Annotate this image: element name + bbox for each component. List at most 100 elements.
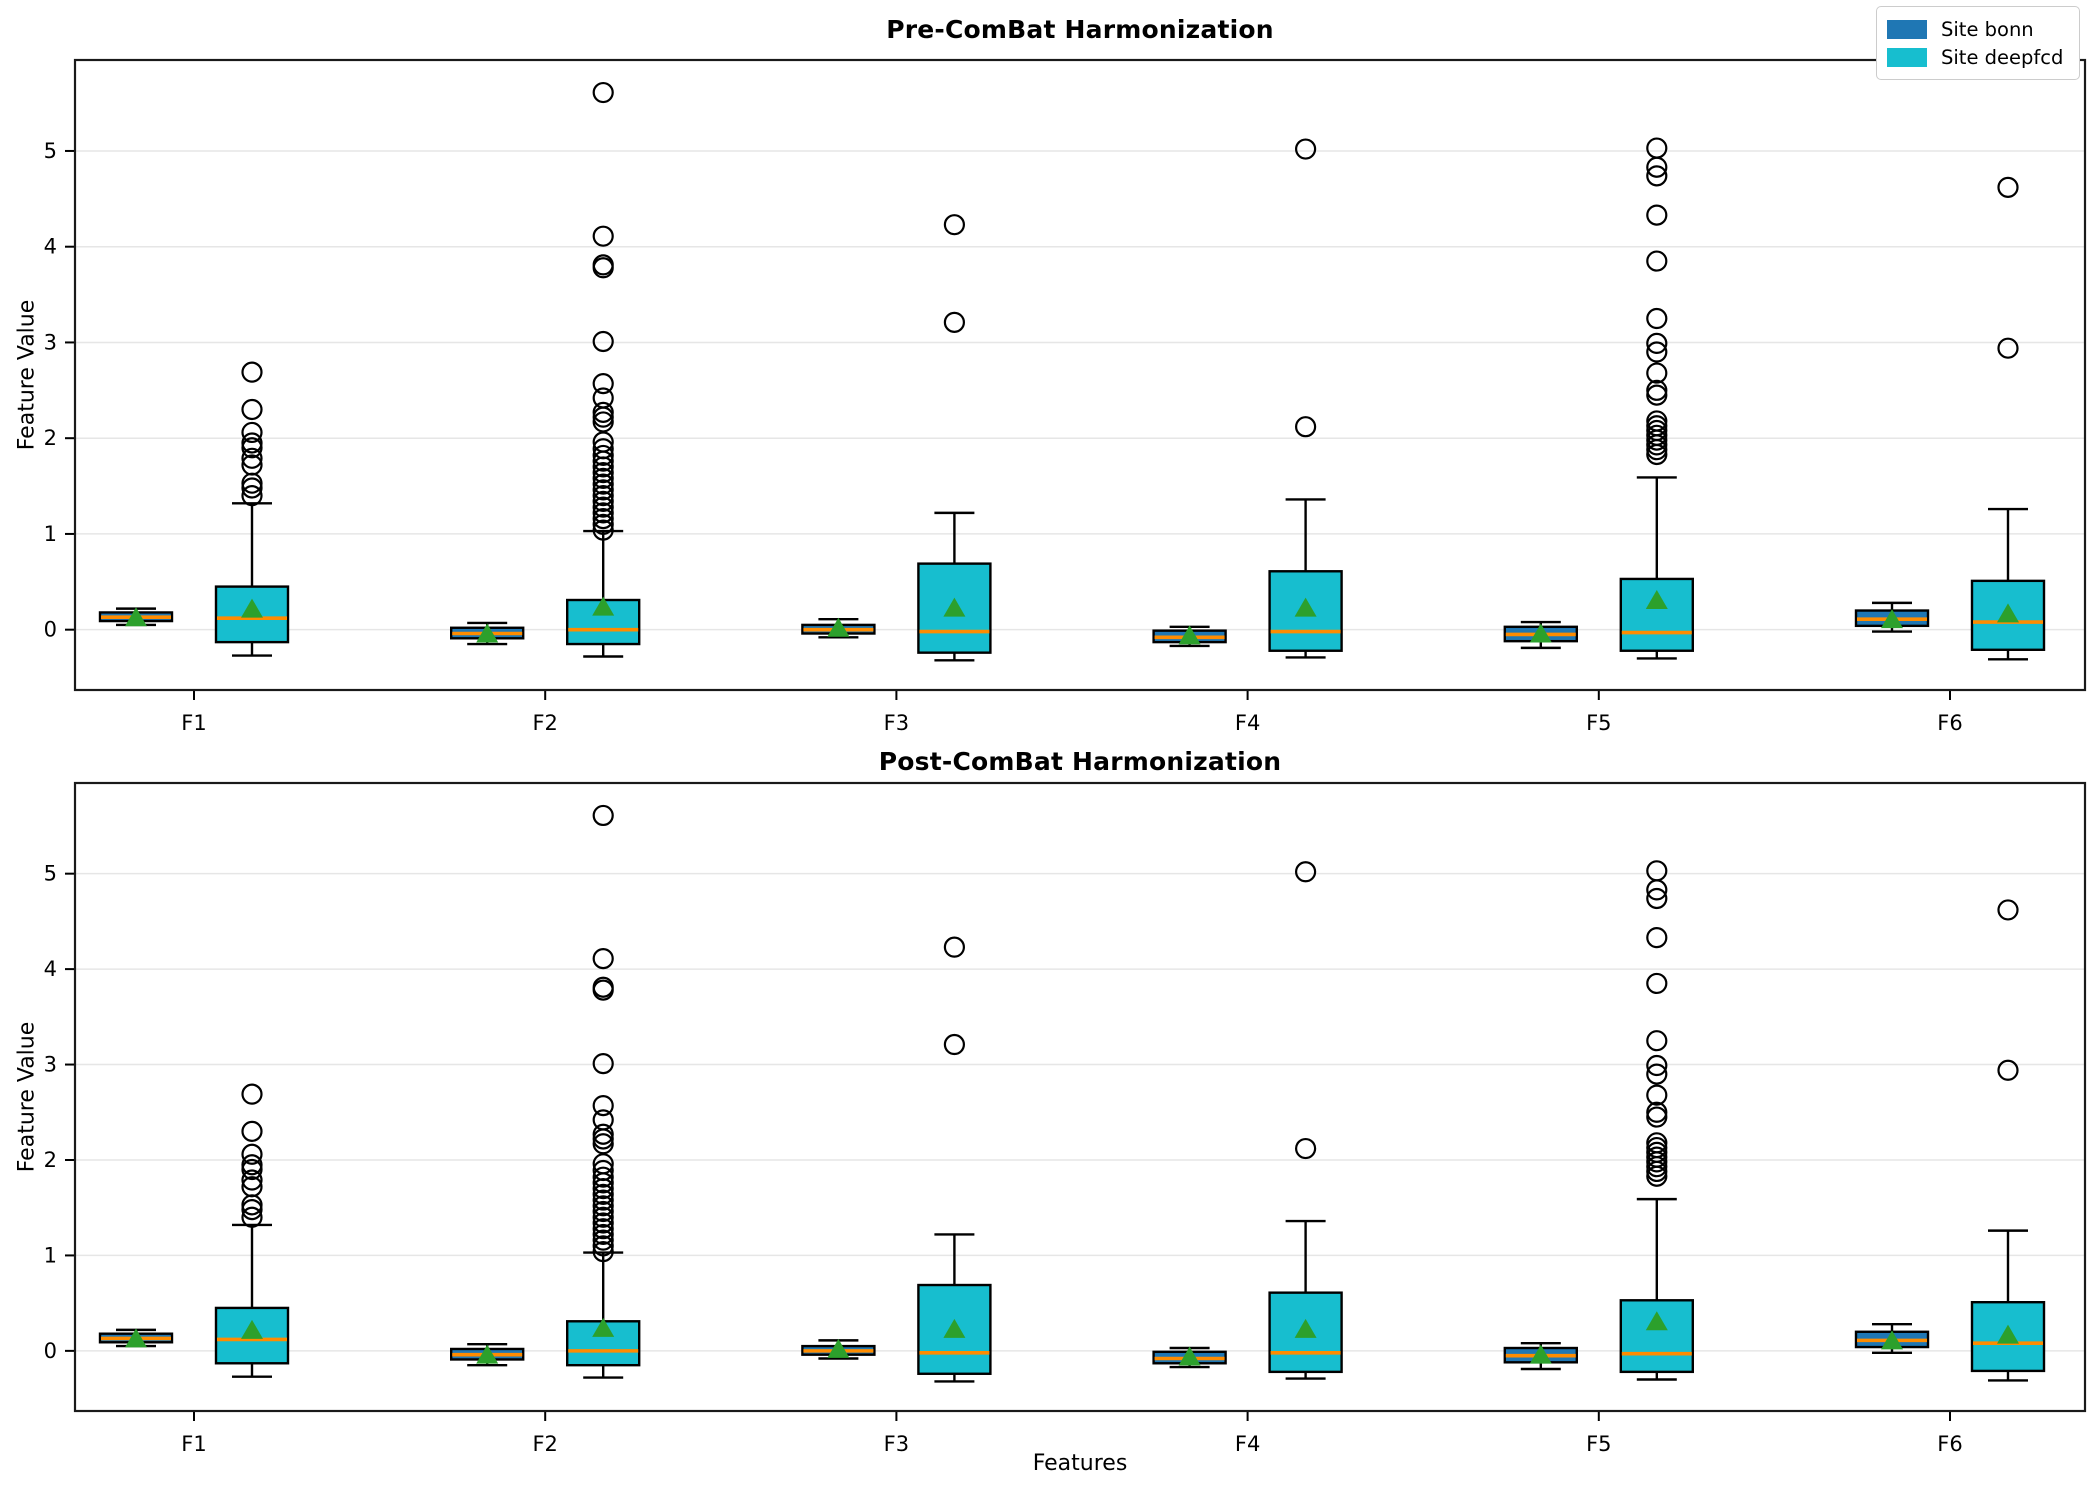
outlier-point <box>943 214 966 236</box>
mean-marker <box>592 596 615 616</box>
outlier-point <box>592 438 614 460</box>
outlier-point <box>592 948 614 970</box>
outlier-point <box>241 447 263 469</box>
outlier-point <box>1646 972 1668 995</box>
mean-marker <box>1178 625 1201 645</box>
x-tick-label: F4 <box>1235 1432 1260 1456</box>
outlier-point <box>241 1169 263 1191</box>
axes-spines <box>73 781 2087 1413</box>
mean-marker <box>1881 609 1903 629</box>
box-group-site-deepfcd-F6 <box>1970 176 2046 661</box>
outlier-point <box>1646 137 1668 159</box>
outlier-point <box>592 225 614 247</box>
mean-marker <box>1294 1318 1317 1338</box>
outlier-point <box>1646 1141 1668 1163</box>
outlier-point <box>1646 860 1668 882</box>
box-group-site-bonn-F3 <box>801 1338 876 1360</box>
outlier-point <box>592 330 614 353</box>
outlier-point <box>1997 176 2019 198</box>
outlier-point <box>1646 1136 1668 1159</box>
outlier-point <box>592 496 614 518</box>
mean-marker <box>1645 589 1668 609</box>
x-tick-label: F2 <box>532 1432 557 1456</box>
mean-marker <box>1178 1346 1201 1366</box>
outlier-point <box>592 1183 614 1205</box>
box-group-site-deepfcd-F4 <box>1268 138 1343 659</box>
box-group-site-deepfcd-F2 <box>566 81 641 658</box>
outlier-point <box>592 804 614 827</box>
axes-spines <box>73 58 2087 692</box>
outlier-point <box>592 1200 614 1223</box>
x-tick-label: F5 <box>1586 1432 1611 1456</box>
box-group-site-bonn-F5 <box>1503 620 1579 650</box>
outlier-point <box>1646 362 1668 384</box>
outlier-point <box>592 1212 614 1234</box>
outlier-point <box>1646 379 1668 401</box>
box-group-site-bonn-F1 <box>98 1328 174 1348</box>
outlier-point <box>1646 1146 1668 1168</box>
box-group-site-deepfcd-F2 <box>566 804 641 1379</box>
outlier-point <box>592 467 614 490</box>
outlier-point <box>592 1166 614 1188</box>
box-group-site-deepfcd-F5 <box>1619 137 1695 660</box>
outlier-point <box>1646 332 1668 355</box>
outlier-point <box>592 431 614 453</box>
box <box>1970 1300 2046 1373</box>
post-chart: 0 1 2 3 4 5 F1 F2 F3 F4 F5 F6 <box>44 781 2087 1456</box>
outlier-point <box>241 1158 263 1181</box>
box-group-site-deepfcd-F1 <box>214 1083 290 1378</box>
outlier-point <box>241 1083 263 1105</box>
outlier-point <box>1646 307 1668 330</box>
mean-marker <box>1294 597 1317 617</box>
outlier-point <box>1646 1063 1668 1085</box>
mean-marker <box>125 1328 147 1348</box>
outlier-point <box>1646 250 1668 272</box>
box-group-site-deepfcd-F3 <box>917 936 992 1383</box>
outlier-point <box>592 411 614 433</box>
outlier-point <box>592 373 614 395</box>
outlier-point <box>1294 138 1317 160</box>
mean-marker <box>1645 1311 1668 1331</box>
outlier-point <box>1646 384 1668 406</box>
pre-chart-y-axis-label: Feature Value <box>14 299 40 451</box>
post-chart-title: Post-ComBat Harmonization <box>878 747 1282 776</box>
box-group-site-deepfcd-F1 <box>214 361 290 657</box>
outlier-point <box>1646 415 1668 437</box>
box-group-site-bonn-F4 <box>1152 1346 1227 1369</box>
outlier-point <box>592 1223 614 1246</box>
outlier-point <box>1646 419 1668 442</box>
outlier-point <box>241 477 263 499</box>
outlier-point <box>1646 410 1668 432</box>
outlier-point <box>592 444 614 467</box>
outlier-point <box>1646 424 1668 446</box>
outlier-point <box>592 401 614 423</box>
mean-marker <box>476 623 499 643</box>
mean-marker <box>1881 1330 1903 1350</box>
box-group-site-bonn-F2 <box>450 621 525 646</box>
y-tick-label: 5 <box>44 862 57 886</box>
y-tick-label: 1 <box>44 1243 57 1267</box>
box-group-site-bonn-F5 <box>1503 1342 1579 1371</box>
mean-marker <box>943 1318 966 1338</box>
mean-marker <box>241 1319 263 1339</box>
outlier-point <box>592 1123 614 1145</box>
outlier-point <box>241 1143 263 1165</box>
box-group-site-deepfcd-F6 <box>1970 899 2046 1382</box>
outlier-point <box>592 81 614 104</box>
outlier-point <box>241 485 263 507</box>
outlier-point <box>241 1176 263 1198</box>
plot-background <box>75 783 2085 1411</box>
outlier-point <box>1646 887 1668 910</box>
y-tick-label: 2 <box>44 426 57 450</box>
box-group-site-bonn-F2 <box>450 1342 525 1367</box>
legend-swatch-deepfcd <box>1887 47 1927 67</box>
x-tick-label: F4 <box>1235 711 1260 735</box>
outlier-point <box>943 311 966 333</box>
box-group-site-bonn-F6 <box>1854 1322 1930 1354</box>
outlier-point <box>592 1133 614 1155</box>
outlier-point <box>592 1094 614 1117</box>
outlier-point <box>1646 927 1668 949</box>
mean-marker <box>1997 1324 2019 1344</box>
outlier-point <box>592 1052 614 1075</box>
outlier-point <box>1294 1137 1317 1160</box>
